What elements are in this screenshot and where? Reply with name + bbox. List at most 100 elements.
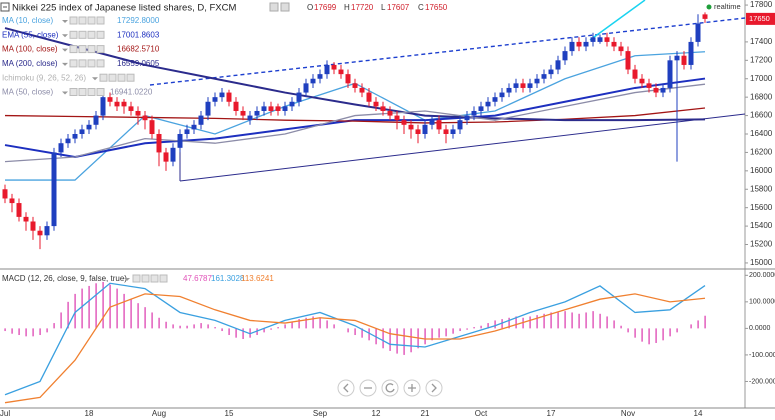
collapse-icon[interactable] <box>0 2 10 12</box>
candle-body <box>303 83 309 93</box>
legend-icon[interactable] <box>69 88 78 96</box>
candle-body <box>611 41 617 47</box>
candle-body <box>625 51 631 70</box>
macd-tick-label: 0.0000 <box>749 325 771 332</box>
legend-dropdown <box>62 91 68 95</box>
legend-name: Ichimoku (9, 26, 52, 26) <box>2 73 86 82</box>
macd-icon[interactable] <box>141 274 150 283</box>
ohlc-value: 17607 <box>387 3 410 12</box>
navigation <box>337 379 443 397</box>
macd-bar <box>186 325 188 329</box>
indicator-line <box>4 83 706 163</box>
y-tick-label: 16600 <box>750 111 773 120</box>
macd-bar <box>4 328 6 332</box>
candle-body <box>37 230 43 236</box>
macd-bar <box>410 328 412 353</box>
macd-bar <box>151 312 153 329</box>
macd-icon[interactable] <box>132 274 141 283</box>
candle-body <box>93 115 99 125</box>
legend-icon[interactable] <box>96 30 105 39</box>
y-tick-label: 15400 <box>750 221 773 230</box>
candle-body <box>184 129 190 134</box>
legend-icon[interactable] <box>78 30 87 39</box>
ohlc-label: C <box>418 3 424 12</box>
scroll-right-button[interactable] <box>425 379 443 397</box>
legend-name: MA (10, close) <box>2 16 53 25</box>
macd-bar <box>228 328 230 336</box>
macd-bar <box>627 328 629 333</box>
candle-body <box>618 46 624 52</box>
scroll-left-button[interactable] <box>337 379 355 397</box>
macd-bar <box>67 301 69 329</box>
macd-bar <box>102 281 104 329</box>
macd-bar <box>123 293 125 329</box>
legend-icon[interactable] <box>69 59 78 68</box>
header: Nikkei 225 index of Japanese listed shar… <box>0 2 741 14</box>
macd-bar <box>655 328 657 343</box>
legend-icon[interactable] <box>99 73 108 82</box>
legend-dropdown <box>62 34 68 38</box>
indicator-line <box>4 27 706 122</box>
indicator-line <box>4 77 706 159</box>
macd-bar <box>431 328 433 341</box>
macd-bar <box>137 303 139 329</box>
legend-icon[interactable] <box>87 16 96 25</box>
candle-body <box>394 115 400 121</box>
candle-body <box>296 92 302 102</box>
candle-body <box>457 120 463 130</box>
legend-icon[interactable] <box>69 45 78 54</box>
macd-bar <box>179 325 181 329</box>
y-tick-label: 15800 <box>750 184 773 193</box>
legend-icon[interactable] <box>108 73 117 82</box>
settings-icon[interactable] <box>280 2 290 12</box>
macd-bar <box>158 317 160 329</box>
legend-icon[interactable] <box>87 30 96 39</box>
legend-icon[interactable] <box>87 59 96 68</box>
macd-bar <box>284 324 286 329</box>
candle-body <box>506 87 512 93</box>
legend-icon[interactable] <box>96 88 105 96</box>
price-tag <box>746 12 775 25</box>
macd-line <box>4 282 706 396</box>
candle-body <box>366 92 372 102</box>
candle-body <box>9 198 15 204</box>
legend-icon[interactable] <box>69 30 78 39</box>
legend-icon[interactable] <box>126 73 135 82</box>
settings-icon[interactable] <box>269 2 279 12</box>
macd-bar <box>130 299 132 329</box>
x-tick-label: 17 <box>547 409 556 418</box>
macd-icon[interactable] <box>159 274 168 283</box>
legend-icon[interactable] <box>87 45 96 54</box>
ohlc-label: L <box>381 3 386 12</box>
legend-icon[interactable] <box>87 88 96 96</box>
macd-tick-label: 100.0000 <box>749 299 775 306</box>
candle-body <box>107 97 113 102</box>
legend-icon[interactable] <box>78 45 87 54</box>
legend-icon[interactable] <box>96 16 105 25</box>
macd-bar <box>256 328 258 336</box>
candle-body <box>275 106 281 111</box>
legend-icon[interactable] <box>96 59 105 68</box>
macd-bar <box>193 324 195 329</box>
legend-icon[interactable] <box>69 16 78 25</box>
legend-icon[interactable] <box>78 59 87 68</box>
indicator-line <box>4 107 706 124</box>
candle-body <box>702 14 708 19</box>
candle-body <box>149 120 155 134</box>
macd-bar <box>585 312 587 329</box>
candle-body <box>541 74 547 79</box>
macd-bar <box>74 293 76 329</box>
macd-bar <box>242 328 244 339</box>
macd-bar <box>550 312 552 329</box>
zoom-in-icon <box>408 384 416 392</box>
legend-icon[interactable] <box>78 16 87 25</box>
legend-icon[interactable] <box>96 45 105 54</box>
legend-icon[interactable] <box>117 73 126 82</box>
macd-bar <box>662 328 664 341</box>
legend-icon[interactable] <box>78 88 87 96</box>
macd-icon[interactable] <box>150 274 159 283</box>
candle-body <box>30 221 36 231</box>
reset-button[interactable] <box>381 379 399 397</box>
macd-bar <box>438 328 440 338</box>
